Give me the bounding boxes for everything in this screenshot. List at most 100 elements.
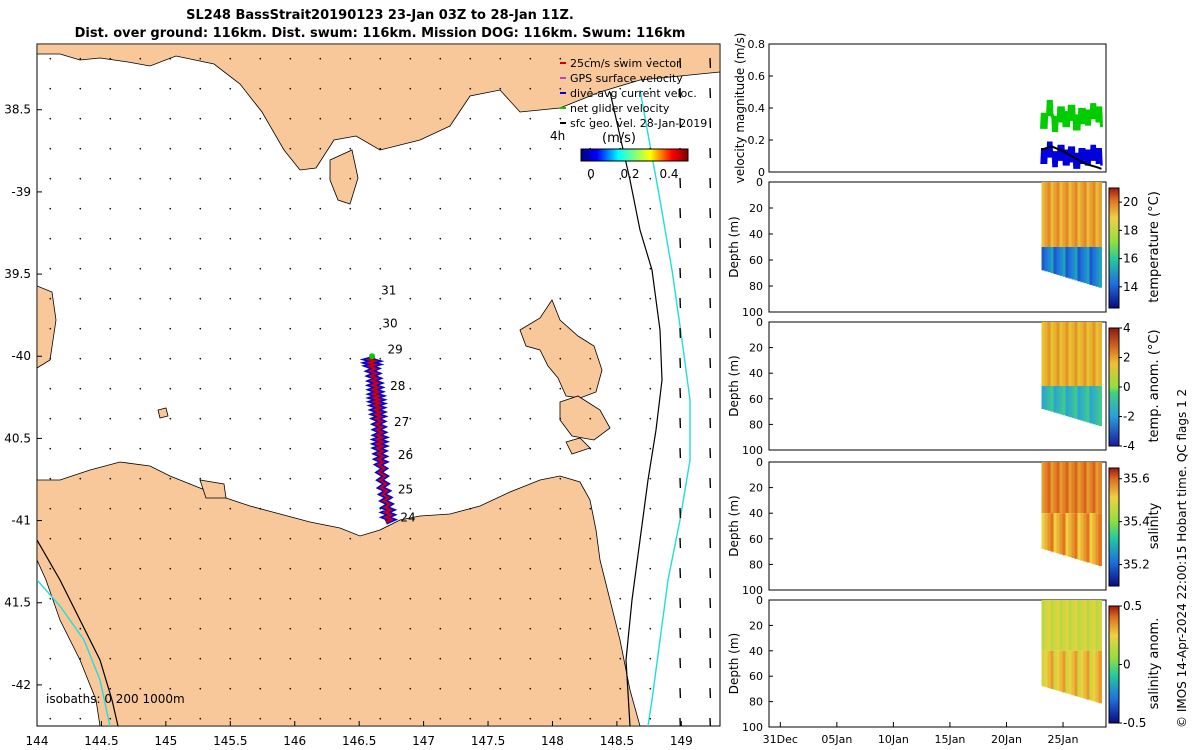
section-cell-upper <box>1080 600 1084 651</box>
section-cell-lower <box>1074 386 1079 419</box>
velocity-arrow <box>199 267 202 270</box>
velocity-arrow <box>439 237 442 240</box>
velocity-arrow <box>49 147 52 150</box>
velocity-arrow <box>139 627 142 630</box>
velocity-arrow <box>619 477 622 480</box>
section-cell-upper <box>1044 600 1049 651</box>
velocity-arrow <box>49 507 52 510</box>
velocity-arrow <box>199 687 202 690</box>
section-cell-upper <box>1065 182 1070 247</box>
section-cell-lower <box>1050 650 1055 690</box>
section-cell-lower <box>1083 513 1087 562</box>
velocity-arrow <box>439 567 442 570</box>
velocity-arrow <box>349 57 352 60</box>
section-cell-upper <box>1068 600 1073 651</box>
velocity-arrow <box>619 537 622 540</box>
net-glider-velocity-marker <box>369 353 376 360</box>
velocity-arrow <box>619 627 622 630</box>
velocity-ylabel: velocity magnitude (m/s) <box>733 33 747 184</box>
velocity-arrow <box>229 387 232 390</box>
map-y-tick-label: 38.5 <box>4 103 31 117</box>
section-cell-upper <box>1095 600 1099 651</box>
velocity-arrow <box>79 507 82 510</box>
velocity-arrow <box>199 177 202 180</box>
colorbar-label: salinity <box>1147 502 1162 549</box>
velocity-arrow <box>139 417 142 420</box>
section-cell-upper <box>1071 182 1076 247</box>
velocity-arrow <box>289 537 292 540</box>
velocity-arrow <box>499 417 502 420</box>
section-cell-lower <box>1068 513 1073 558</box>
section-cell-lower <box>1083 650 1087 699</box>
velocity-arrow <box>649 567 652 570</box>
velocity-arrow <box>79 657 82 660</box>
velocity-arrow <box>499 207 502 210</box>
velocity-arrow <box>529 57 532 60</box>
velocity-tick-label: 0.2 <box>748 134 766 147</box>
velocity-arrow <box>109 147 112 150</box>
section-cell-lower <box>1089 386 1093 424</box>
velocity-arrow <box>409 237 412 240</box>
velocity-arrow <box>169 657 172 660</box>
velocity-tick-label: 0.6 <box>748 70 766 83</box>
land-victoria <box>37 44 720 171</box>
velocity-arrow <box>409 267 412 270</box>
velocity-arrow <box>49 567 52 570</box>
velocity-arrow <box>589 357 592 360</box>
velocity-arrow <box>349 327 352 330</box>
velocity-arrow <box>139 297 142 300</box>
velocity-arrow <box>379 237 382 240</box>
section-cell-lower <box>1077 513 1081 560</box>
depth-tick-label: 100 <box>742 306 763 319</box>
section-cell-lower <box>1077 650 1081 698</box>
velocity-arrow <box>289 717 292 720</box>
velocity-arrow <box>469 357 472 360</box>
depth-tick-label: 20 <box>749 619 763 632</box>
velocity-arrow <box>409 297 412 300</box>
velocity-arrow <box>529 567 532 570</box>
velocity-arrow <box>229 657 232 660</box>
section-cell-lower <box>1092 247 1096 286</box>
time-tick-label: 20Jan <box>991 733 1022 746</box>
velocity-arrow <box>259 597 262 600</box>
depth-tick-label: 80 <box>749 280 763 293</box>
section-cell-lower <box>1044 650 1049 688</box>
velocity-arrow <box>499 507 502 510</box>
section-cell-lower <box>1050 386 1055 412</box>
velocity-arrow <box>439 477 442 480</box>
map-legend: 25cm/s swim vector GPS surface velocity di… <box>560 57 707 130</box>
velocity-arrow <box>409 507 412 510</box>
colorbar-tick-2: 0.4 <box>659 167 678 181</box>
velocity-arrow <box>349 507 352 510</box>
velocity-arrow <box>199 627 202 630</box>
time-tick-label: 10Jan <box>878 733 909 746</box>
section-cell-upper <box>1041 462 1046 514</box>
section-cell-upper <box>1053 182 1058 247</box>
section-cell-upper <box>1050 322 1055 386</box>
velocity-arrow <box>319 657 322 660</box>
velocity-arrow <box>349 237 352 240</box>
section-colorbar <box>1108 605 1120 724</box>
velocity-arrow <box>529 507 532 510</box>
velocity-arrow <box>649 177 652 180</box>
section-cell-lower <box>1062 386 1067 416</box>
land-flinders-island <box>519 299 603 399</box>
velocity-arrow <box>529 117 532 120</box>
section-cell-lower <box>1059 247 1064 276</box>
velocity-arrow <box>199 597 202 600</box>
velocity-arrow <box>499 297 502 300</box>
velocity-arrow <box>379 687 382 690</box>
section-cell-lower <box>1080 247 1084 283</box>
velocity-arrow <box>559 237 562 240</box>
velocity-arrow <box>649 327 652 330</box>
velocity-arrow <box>79 237 82 240</box>
velocity-arrow <box>139 357 142 360</box>
velocity-arrow <box>409 537 412 540</box>
colorbar-tick-label: -0.5 <box>1123 716 1146 730</box>
colorbar-tick-label: 2 <box>1123 351 1131 365</box>
velocity-arrow <box>199 477 202 480</box>
velocity-arrow <box>649 597 652 600</box>
colorbar-tick-0: 0 <box>587 167 595 181</box>
land-three-hummock-island <box>199 479 227 499</box>
